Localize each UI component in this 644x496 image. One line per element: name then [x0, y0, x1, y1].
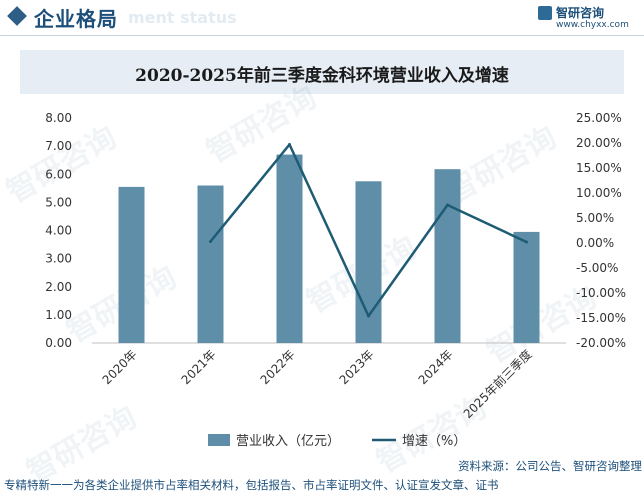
bar-revenue	[355, 181, 382, 343]
header-divider	[0, 35, 644, 36]
page-footer: 专精特新一一为各类企业提供市占率相关材料，包括报告、市占率证明文件、认证宣发文章…	[0, 474, 644, 496]
y-left-tick-label: 1.00	[45, 308, 72, 322]
brand-logo-icon	[538, 6, 552, 20]
brand-name: 智研咨询	[556, 6, 605, 20]
line-growth-point	[446, 203, 449, 207]
line-growth-point	[288, 143, 291, 146]
legend-label-revenue: 营业收入（亿元）	[236, 434, 340, 449]
y-left-tick-label: 7.00	[45, 139, 72, 153]
y-right-tick-label: -20.00%	[576, 336, 626, 350]
x-tick-label: 2022年	[258, 347, 298, 387]
section-title: 企业格局	[34, 7, 118, 31]
y-left-tick-label: 3.00	[45, 252, 72, 266]
line-growth-point	[525, 240, 528, 244]
bar-revenue	[276, 154, 303, 343]
brand-logo-block: 智研咨询 www.chyxx.com	[538, 4, 634, 34]
y-right-tick-label: -5.00%	[576, 261, 618, 275]
y-left-tick-label: 6.00	[45, 167, 72, 181]
x-tick-label: 2020年	[100, 347, 140, 387]
y-right-tick-label: 10.00%	[576, 186, 622, 200]
y-right-tick-label: -10.00%	[576, 286, 626, 300]
x-tick-label: 2025年前三季度	[460, 347, 535, 422]
y-left-tick-label: 2.00	[45, 280, 72, 294]
line-growth-point	[209, 240, 212, 243]
bar-revenue	[118, 186, 145, 343]
chart-title: 2020-2025年前三季度金科环境营业收入及增速	[135, 66, 509, 86]
bar-revenue	[434, 169, 461, 343]
footer-text: 专精特新一一为各类企业提供市占率相关材料，包括报告、市占率证明文件、认证宣发文章…	[4, 478, 499, 492]
chart-title-band: 2020-2025年前三季度金科环境营业收入及增速	[20, 50, 624, 94]
page-header: 企业格局 ment status 智研咨询 www.chyxx.com	[0, 0, 644, 36]
legend-label-growth: 增速（%）	[402, 434, 466, 449]
y-right-tick-label: 25.00%	[576, 111, 622, 125]
y-right-tick-label: 0.00%	[576, 236, 614, 250]
y-left-tick-label: 0.00	[45, 336, 72, 350]
y-left-tick-label: 5.00	[45, 195, 72, 209]
x-tick-label: 2024年	[416, 347, 456, 387]
line-growth-point	[367, 314, 370, 318]
y-right-tick-label: -15.00%	[576, 311, 626, 325]
y-right-tick-label: 5.00%	[576, 211, 614, 225]
legend-swatch-revenue	[208, 434, 230, 446]
source-note: 资料来源：公司公告、智研咨询整理	[458, 459, 642, 473]
bar-revenue	[197, 185, 224, 343]
y-left-tick-label: 8.00	[45, 111, 72, 125]
y-right-tick-label: 15.00%	[576, 161, 622, 175]
bar-revenue	[513, 231, 540, 343]
brand-url: www.chyxx.com	[556, 20, 629, 30]
y-left-tick-label: 4.00	[45, 224, 72, 238]
section-ghost-text: ment status	[128, 8, 237, 27]
y-right-tick-label: 20.00%	[576, 136, 622, 150]
x-tick-label: 2021年	[179, 347, 219, 387]
x-tick-label: 2023年	[337, 347, 377, 387]
